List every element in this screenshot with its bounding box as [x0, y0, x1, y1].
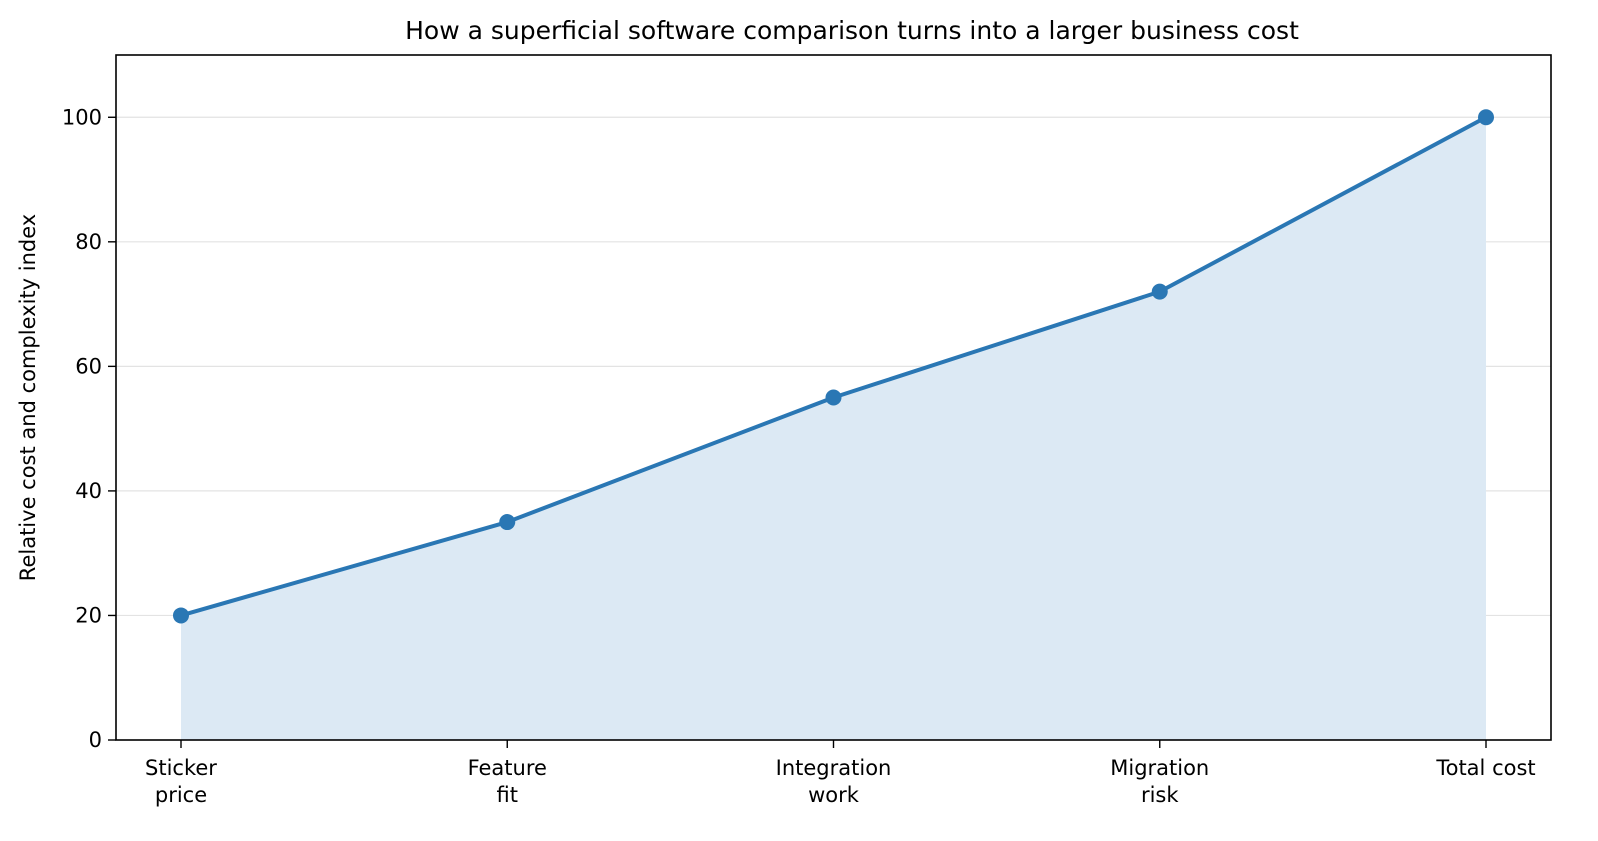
- y-tick-label: 40: [75, 479, 102, 503]
- x-tick-label-line: fit: [497, 783, 518, 807]
- x-tick-label-line: Migration: [1110, 756, 1209, 780]
- x-tick-label: Feature fit: [468, 756, 547, 807]
- y-tick-label: 100: [62, 105, 102, 129]
- x-tick-label-line: risk: [1141, 783, 1179, 807]
- data-point: [1151, 283, 1168, 300]
- data-point: [173, 607, 189, 624]
- x-tick-label: Migration risk: [1110, 756, 1209, 807]
- x-tick-label-line: work: [808, 783, 860, 807]
- data-point: [825, 389, 842, 406]
- data-point: [1478, 109, 1494, 126]
- x-tick-label: Integration work: [776, 756, 892, 807]
- x-tick-label-line: price: [155, 783, 207, 807]
- y-tick-label: 20: [75, 603, 102, 627]
- x-tick-label: Total cost: [1435, 756, 1535, 780]
- x-tick-label: Sticker price: [145, 756, 217, 807]
- x-tick-label-line: Feature: [468, 756, 547, 780]
- x-tick-label-line: Integration: [776, 756, 892, 780]
- x-axis: Sticker price Feature fit Integration work Mig…: [145, 740, 1536, 807]
- chart-title: How a superficial software comparison tu…: [405, 16, 1299, 45]
- y-axis: 0 20 40 60 80 100: [62, 105, 116, 752]
- area-fill-layer: [181, 117, 1486, 741]
- y-axis-title: Relative cost and complexity index: [16, 214, 40, 581]
- area-fill: [181, 117, 1486, 741]
- data-point: [499, 514, 516, 531]
- data-points: [173, 109, 1494, 624]
- y-tick-label: 80: [75, 230, 102, 254]
- y-tick-label: 60: [75, 354, 102, 378]
- x-tick-label-line: Sticker: [145, 756, 217, 780]
- y-tick-label: 0: [89, 728, 102, 752]
- x-tick-label-line: Total cost: [1435, 756, 1535, 780]
